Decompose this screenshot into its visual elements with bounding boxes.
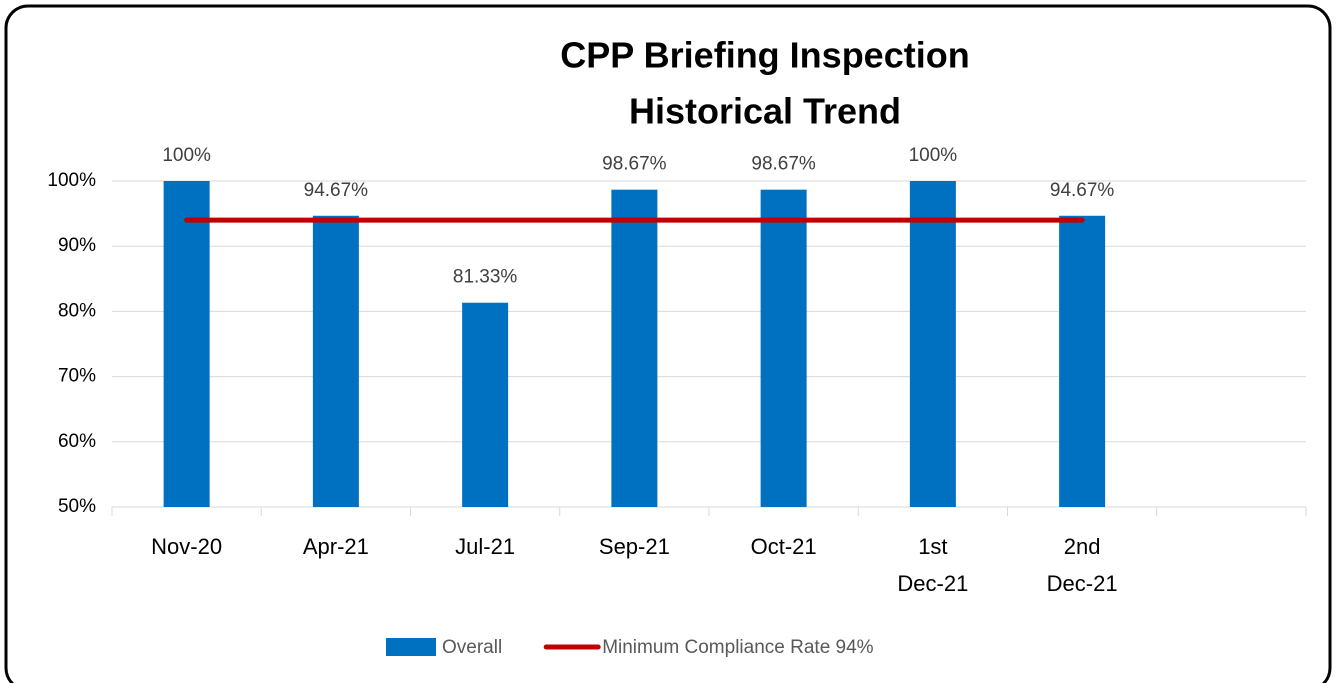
legend-swatch — [386, 638, 436, 656]
data-label: 98.67% — [751, 154, 816, 175]
bar — [1059, 215, 1106, 508]
chart-title: Historical Trend — [629, 91, 901, 132]
y-tick-label: 50% — [58, 496, 96, 517]
bar — [909, 181, 956, 507]
bar — [611, 189, 658, 507]
data-label: 81.33% — [453, 267, 518, 288]
x-tick-label: Jul-21 — [455, 534, 515, 559]
bar — [163, 181, 210, 507]
chart-border — [4, 4, 1332, 683]
y-tick-label: 90% — [58, 235, 96, 256]
y-tick-label: 80% — [58, 300, 96, 321]
x-tick-label: 1st Dec-21 — [897, 534, 968, 596]
chart-title: CPP Briefing Inspection — [560, 35, 969, 76]
data-label: 100% — [162, 145, 211, 166]
data-label: 94.67% — [304, 180, 369, 201]
x-tick-label: Nov-20 — [151, 534, 222, 559]
x-tick-label: 2nd Dec-21 — [1047, 534, 1118, 596]
legend-label: Minimum Compliance Rate 94% — [602, 637, 873, 658]
data-label: 98.67% — [602, 154, 667, 175]
y-tick-label: 70% — [58, 366, 96, 387]
y-tick-label: 60% — [58, 431, 96, 452]
x-tick-label: Oct-21 — [751, 534, 817, 559]
bar — [760, 189, 807, 507]
x-tick-label: Apr-21 — [303, 534, 369, 559]
legend-label: Overall — [442, 637, 502, 658]
y-tick-label: 100% — [47, 170, 96, 191]
data-label: 100% — [909, 145, 958, 166]
bar — [462, 302, 509, 507]
x-tick-label: Sep-21 — [599, 534, 670, 559]
data-label: 94.67% — [1050, 180, 1115, 201]
bar — [312, 215, 359, 508]
